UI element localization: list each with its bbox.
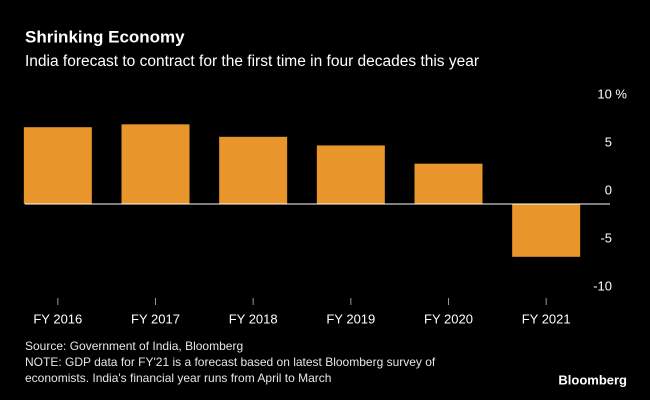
x-tick-label: FY 2019	[326, 311, 375, 326]
bar	[414, 163, 483, 204]
chart-title: Shrinking Economy	[25, 27, 185, 46]
chart-subtitle: India forecast to contract for the first…	[25, 53, 479, 70]
y-tick-label: 10 %	[597, 86, 627, 101]
x-tick-label: FY 2017	[131, 311, 180, 326]
source: Source: Government of India, Bloomberg	[25, 339, 243, 353]
bar	[121, 124, 190, 204]
x-tick-label: FY 2018	[229, 311, 278, 326]
x-tick-label: FY 2016	[33, 311, 82, 326]
y-tick-label: -5	[600, 230, 612, 245]
bar	[512, 204, 581, 257]
x-tick-label: FY 2020	[424, 311, 473, 326]
note-line: economists. India's financial year runs …	[25, 371, 331, 385]
note-line: NOTE: GDP data for FY'21 is a forecast b…	[25, 355, 436, 369]
y-tick-label: 5	[605, 134, 612, 149]
y-tick-label: 0	[605, 182, 612, 197]
x-tick-label: FY 2021	[522, 311, 571, 326]
y-tick-label: -10	[593, 278, 612, 293]
bar	[316, 145, 385, 204]
brand-logo: Bloomberg	[558, 372, 627, 387]
bar	[219, 136, 288, 204]
bar	[23, 127, 92, 204]
